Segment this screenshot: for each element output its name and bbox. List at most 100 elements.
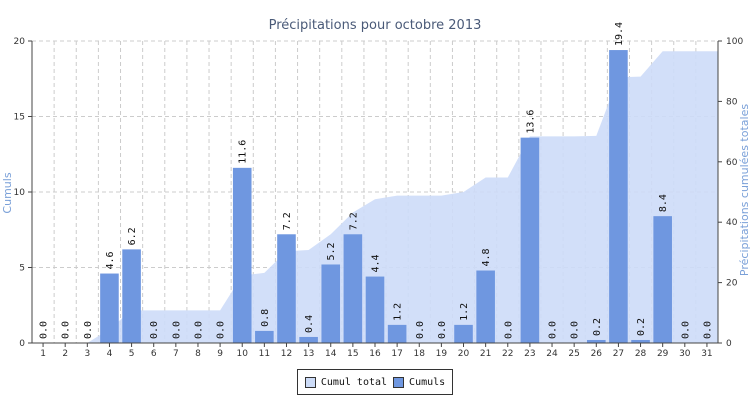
legend-label-cumul-total: Cumul total (320, 376, 388, 388)
data-label-day-23: 13.6 (525, 110, 536, 134)
data-label-day-22: 0.0 (503, 321, 514, 339)
y2-tick-label: 80 (726, 97, 738, 107)
x-tick-label: 23 (524, 349, 535, 359)
x-tick-label: 18 (414, 349, 426, 359)
data-label-day-10: 11.6 (238, 140, 249, 164)
x-tick-label: 26 (591, 349, 603, 359)
x-tick-label: 30 (679, 349, 691, 359)
x-tick-label: 24 (546, 349, 558, 359)
bar-day-13 (299, 336, 318, 343)
bar-day-26 (586, 339, 606, 343)
y-axis-title: Cumuls (1, 172, 14, 213)
bar-day-17 (387, 324, 407, 343)
data-label-day-8: 0.0 (193, 321, 204, 339)
legend-label-cumuls: Cumuls (409, 376, 446, 388)
data-label-day-30: 0.0 (680, 321, 691, 339)
x-tick-label: 14 (325, 349, 337, 359)
data-label-day-7: 0.0 (171, 321, 182, 339)
x-tick-label: 29 (657, 349, 669, 359)
data-label-day-6: 0.0 (149, 321, 160, 339)
x-tick-label: 15 (347, 349, 358, 359)
data-label-day-4: 4.6 (105, 251, 116, 269)
legend-item-cumuls: Cumuls (393, 376, 446, 388)
x-tick-label: 20 (458, 349, 470, 359)
legend-swatch-area (304, 376, 316, 388)
data-label-day-15: 7.2 (348, 212, 359, 230)
data-label-day-11: 0.8 (260, 309, 271, 327)
legend: Cumul total Cumuls (297, 369, 453, 395)
data-label-day-26: 0.2 (592, 318, 603, 336)
data-label-day-19: 0.0 (437, 321, 448, 339)
x-tick-label: 12 (281, 349, 292, 359)
bar-day-29 (653, 216, 672, 343)
data-label-day-20: 1.2 (459, 303, 470, 321)
y2-tick-label: 20 (726, 279, 738, 289)
y2-tick-label: 100 (726, 37, 743, 47)
x-tick-label: 2 (62, 349, 68, 359)
bar-day-4 (100, 273, 119, 343)
x-tick-label: 17 (391, 349, 402, 359)
data-label-day-3: 0.0 (83, 321, 94, 339)
data-label-day-24: 0.0 (548, 321, 559, 339)
bar-day-23 (520, 137, 540, 343)
data-label-day-5: 6.2 (127, 227, 138, 245)
x-tick-label: 22 (502, 349, 513, 359)
bar-day-27 (609, 50, 628, 344)
data-label-day-17: 1.2 (393, 303, 404, 321)
data-label-day-18: 0.0 (415, 321, 426, 339)
data-label-day-21: 4.8 (481, 248, 492, 266)
y2-tick-label: 40 (726, 218, 738, 228)
y-tick-label: 15 (14, 113, 25, 123)
legend-swatch-bar (393, 376, 405, 388)
y-tick-label: 0 (19, 339, 25, 349)
chart-title: Précipitations pour octobre 2013 (269, 18, 482, 33)
data-label-day-2: 0.0 (61, 321, 72, 339)
cumulative-area (43, 51, 719, 343)
x-tick-label: 25 (568, 349, 579, 359)
data-label-day-13: 0.4 (304, 315, 315, 333)
x-tick-label: 8 (195, 349, 201, 359)
x-tick-label: 16 (369, 349, 381, 359)
data-label-day-12: 7.2 (282, 212, 293, 230)
x-tick-label: 21 (480, 349, 491, 359)
data-label-day-1: 0.0 (39, 321, 50, 339)
x-tick-label: 1 (40, 349, 46, 359)
x-tick-label: 9 (217, 349, 223, 359)
bar-day-5 (122, 249, 141, 343)
data-labels: 0.0 0.0 0.0 4.6 6.2 0.0 0.0 0.0 0.0 11.6 0.8 7.2 0.4… (39, 22, 714, 339)
y2-tick-label: 0 (726, 339, 732, 349)
bar-day-21 (476, 270, 495, 343)
x-tick-label: 6 (151, 349, 157, 359)
data-label-day-9: 0.0 (216, 321, 227, 339)
y-tick-label: 5 (19, 264, 25, 274)
bar-day-16 (365, 276, 385, 343)
bar-day-20 (454, 324, 473, 343)
x-tick-label: 27 (613, 349, 624, 359)
x-tick-label: 11 (259, 349, 270, 359)
bar-day-11 (255, 330, 274, 343)
y2-axis-title: Précipitations cumulées totales (738, 104, 750, 276)
x-tick-label: 5 (129, 349, 135, 359)
x-tick-label: 13 (303, 349, 314, 359)
y-tick-label: 10 (14, 188, 26, 198)
y-tick-label: 20 (14, 37, 26, 47)
x-tick-label: 28 (635, 349, 647, 359)
data-label-day-14: 5.2 (326, 242, 337, 260)
data-label-day-25: 0.0 (570, 321, 581, 339)
x-tick-label: 19 (436, 349, 448, 359)
x-tick-label: 4 (107, 349, 113, 359)
bar-day-14 (321, 264, 341, 343)
x-tick-label: 7 (173, 349, 179, 359)
data-label-day-16: 4.4 (371, 254, 382, 272)
data-label-day-27: 19.4 (614, 22, 625, 46)
data-label-day-31: 0.0 (702, 321, 713, 339)
bar-day-28 (631, 339, 650, 343)
legend-item-cumul-total: Cumul total (304, 376, 388, 388)
bars (100, 50, 672, 344)
x-tick-label: 31 (701, 349, 712, 359)
bar-day-10 (232, 167, 252, 343)
bar-day-12 (277, 234, 296, 343)
x-tick-label: 10 (236, 349, 248, 359)
